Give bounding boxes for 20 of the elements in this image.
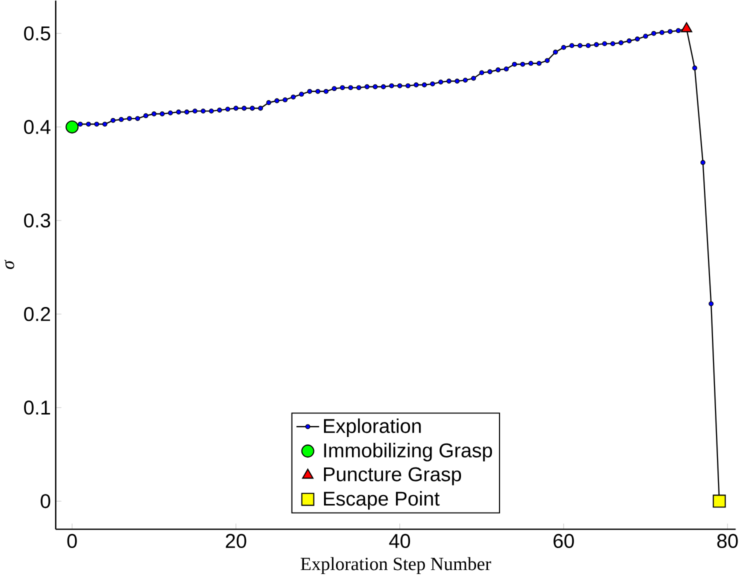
y-tick-label: 0.4	[24, 120, 50, 134]
x-tick-label: 20	[226, 534, 246, 548]
legend-label: Exploration	[324, 418, 421, 437]
y-axis-title: σ	[4, 260, 14, 269]
point	[680, 22, 692, 32]
legend-label: Immobilizing Grasp	[324, 442, 492, 462]
point	[712, 494, 726, 508]
y-tick-label: 0.2	[24, 306, 50, 321]
legend-label: Escape Point	[324, 490, 440, 510]
point	[66, 120, 79, 134]
x-tick-label: 0	[67, 534, 77, 548]
y-tick-label: 0.1	[24, 400, 50, 414]
x-tick-label: 60	[554, 534, 574, 548]
x-tick-label: 80	[717, 534, 738, 548]
x-axis-title: Exploration Step Number	[300, 556, 492, 574]
x-tick-label: 40	[389, 534, 410, 548]
y-tick-label: 0.3	[24, 213, 50, 228]
y-tick-label: 0.5	[24, 26, 50, 40]
legend-label: Puncture Grasp	[324, 467, 462, 486]
y-tick-label: 0	[40, 494, 50, 508]
